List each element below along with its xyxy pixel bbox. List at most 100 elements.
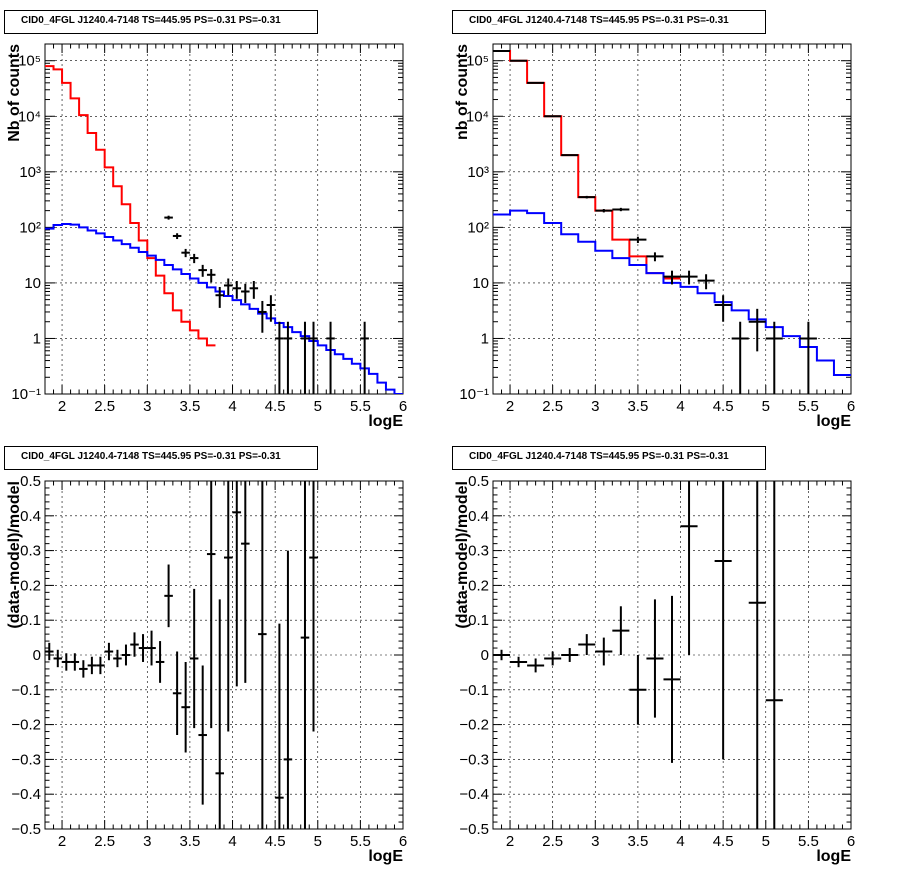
data-point	[680, 270, 698, 285]
residual-point	[189, 588, 199, 729]
data-point	[164, 215, 173, 220]
x-tick-label: 4.5	[713, 398, 734, 415]
residual-point	[121, 644, 131, 666]
y-tick-label: 10⁻¹	[11, 386, 41, 403]
y-tick-label: 0.4	[20, 508, 41, 525]
chart-title-bottom-right: CID0_4FGL J1240.4-7148 TS=445.95 PS=-0.3…	[452, 446, 766, 470]
y-tick-label: 0.1	[20, 612, 41, 629]
data-point	[697, 274, 715, 290]
residual-point	[663, 595, 681, 763]
residual-point	[138, 634, 148, 662]
x-tick-label: 5	[314, 398, 322, 415]
residual-point	[215, 599, 224, 829]
x-tick-label: 2.5	[542, 398, 563, 415]
data-point	[189, 253, 199, 264]
plot-frame	[492, 43, 852, 395]
y-tick-label: −0.4	[11, 786, 41, 803]
residual-point	[206, 481, 216, 729]
y-tick-label: 0.5	[468, 473, 489, 490]
x-tick-label: 3	[591, 833, 599, 850]
y-axis-label: (data-model)/model	[454, 481, 471, 629]
x-tick-label: 2	[58, 398, 66, 415]
data-point	[629, 236, 647, 244]
residual-point	[595, 637, 613, 666]
y-axis-label: Nb of counts	[6, 44, 23, 142]
y-tick-label: 10	[472, 275, 489, 292]
x-tick-label: 2	[506, 398, 514, 415]
x-tick-label: 5.5	[798, 398, 819, 415]
x-tick-label: 4	[676, 398, 684, 415]
data-point	[748, 308, 766, 352]
x-tick-label: 5.5	[350, 398, 371, 415]
data-point	[258, 300, 267, 333]
series-line-1	[45, 222, 403, 394]
residual-point	[232, 481, 242, 687]
plot-area	[493, 481, 783, 829]
y-tick-label: 10	[24, 275, 41, 292]
residual-point	[748, 481, 766, 829]
x-tick-label: 2	[58, 833, 66, 850]
y-tick-label: 0	[33, 647, 41, 664]
data-point	[275, 321, 284, 394]
x-axis-label: logE	[368, 413, 403, 430]
data-point	[663, 270, 681, 285]
residual-point	[155, 641, 165, 683]
y-tick-label: 0.1	[468, 612, 489, 629]
residual-point	[45, 642, 54, 661]
y-axis-label: nb of counts	[454, 44, 471, 140]
y-axis-label: (data-model)/model	[6, 481, 23, 629]
y-tick-label: 10³	[19, 164, 41, 181]
residual-point	[510, 656, 528, 668]
residual-point	[172, 651, 182, 736]
residual-point	[646, 599, 664, 718]
y-tick-label: 0.3	[468, 543, 489, 560]
y-tick-label: −0.3	[459, 751, 489, 768]
series-line-0	[45, 65, 216, 347]
y-tick-label: 0.5	[20, 473, 41, 490]
data-point	[181, 248, 190, 258]
x-tick-label: 3	[143, 398, 151, 415]
residual-point	[493, 649, 511, 661]
residual-point	[164, 564, 173, 628]
data-point	[198, 264, 207, 277]
y-tick-label: −0.2	[459, 717, 489, 734]
residual-point	[130, 632, 139, 657]
x-tick-label: 5	[762, 398, 770, 415]
residual-point	[70, 653, 80, 671]
residual-point	[224, 481, 233, 732]
chart-panel-1: 2 2.5 3 3.5 4 4.5 5 5.5 6 10⁻¹ 1 10 10² 10³ 10⁴ 10⁵ logE…	[454, 43, 855, 430]
y-tick-label: 1	[33, 330, 41, 347]
residual-point	[79, 660, 88, 678]
y-tick-label: −0.1	[11, 682, 41, 699]
residual-point	[612, 606, 630, 655]
x-axis-label: logE	[368, 848, 403, 865]
x-axis-label: logE	[816, 413, 851, 430]
y-tick-label: 0	[481, 647, 489, 664]
series-line-0	[493, 49, 681, 280]
y-tick-label: 0.2	[20, 577, 41, 594]
x-tick-label: 4.5	[713, 833, 734, 850]
data-point	[309, 321, 318, 394]
chart-title-top-right: CID0_4FGL J1240.4-7148 TS=445.95 PS=-0.3…	[452, 10, 766, 34]
y-tick-label: 10⁴	[18, 108, 41, 125]
data-point	[714, 295, 732, 322]
y-tick-label: 10⁵	[18, 53, 41, 70]
data-point	[731, 321, 749, 394]
y-tick-label: 10⁴	[466, 108, 489, 125]
data-point	[232, 280, 242, 299]
residual-point	[181, 661, 190, 753]
x-tick-label: 5	[314, 833, 322, 850]
plot-frame	[44, 43, 404, 395]
plot-frame	[44, 480, 404, 830]
chart-panel-2: 2 2.5 3 3.5 4 4.5 5 5.5 6 −0.5 −0.4 −0.3 −0.2 −0.1 0 0.…	[6, 473, 407, 865]
residual-point	[87, 656, 97, 675]
series-line-1	[493, 209, 851, 376]
data-point	[266, 295, 276, 322]
residual-point	[147, 630, 156, 666]
y-tick-label: 0.4	[468, 508, 489, 525]
x-tick-label: 6	[847, 833, 855, 850]
x-tick-label: 4.5	[265, 833, 286, 850]
y-tick-label: 1	[481, 330, 489, 347]
x-tick-label: 2.5	[542, 833, 563, 850]
plot-area	[45, 481, 318, 829]
